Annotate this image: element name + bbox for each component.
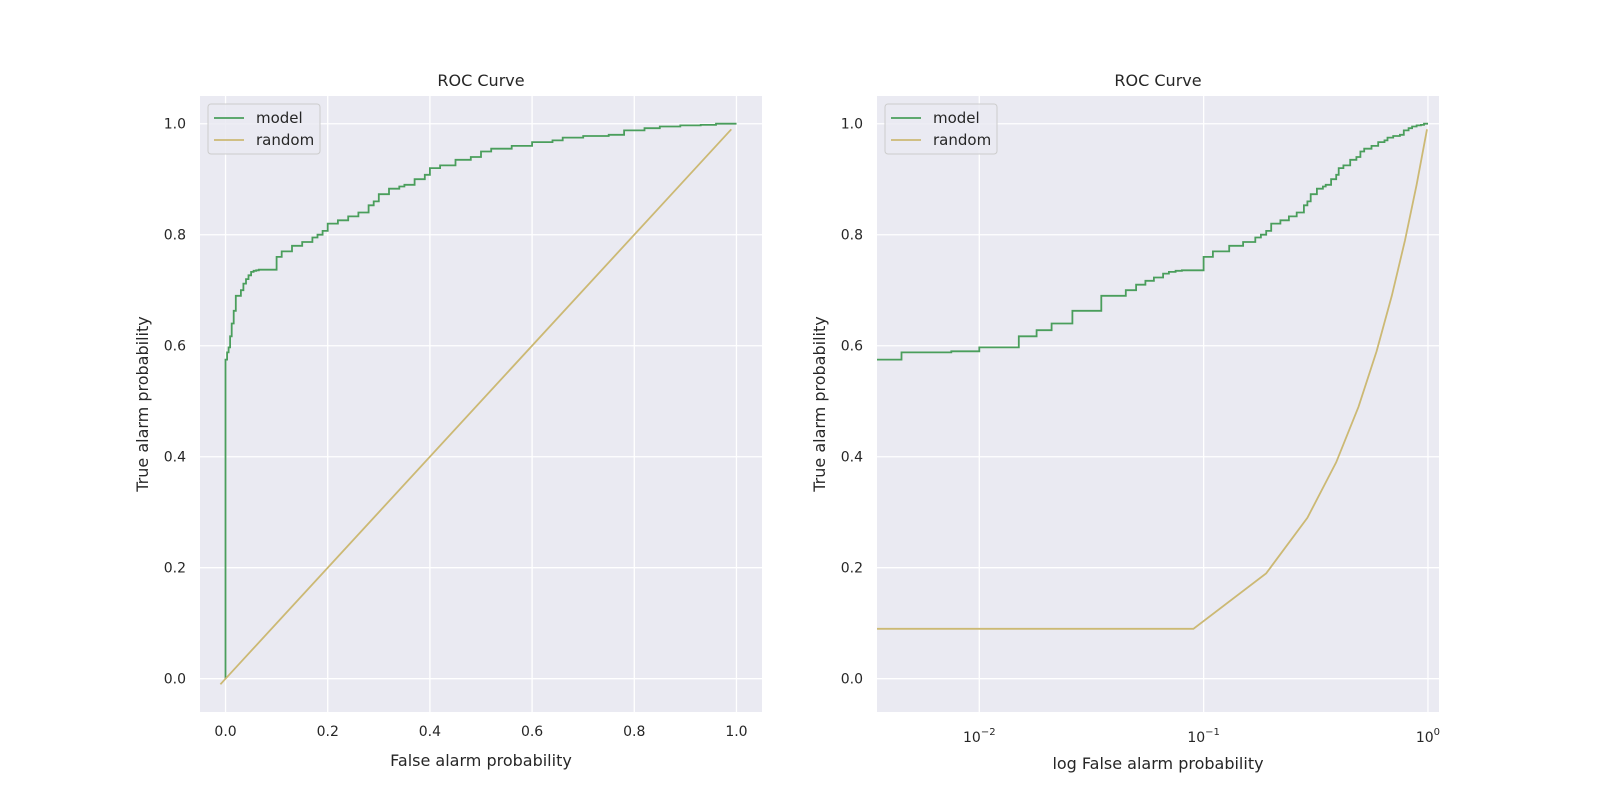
x-tick-label: 0.0: [214, 724, 236, 740]
series-line-random: [219, 128, 732, 685]
legend-box: [884, 103, 998, 155]
legend-label-random: random: [256, 131, 314, 149]
y-tick-label: 0.8: [164, 228, 186, 244]
y-tick-label: 0.0: [164, 672, 186, 688]
y-axis-label: True alarm probability: [133, 316, 152, 492]
chart-panel-2: 0.0 0.2 0.4 0.6 0.8 1.0 10−2 10−1 100 ROC Curve lo…: [810, 71, 1440, 773]
x-axis-label: False alarm probability: [390, 751, 572, 770]
y-tick-label: 1.0: [164, 117, 186, 133]
chart-title: ROC Curve: [1114, 71, 1201, 90]
x-tick-label: 0.6: [521, 724, 543, 740]
legend: model random: [884, 103, 998, 155]
x-tick-label: 100: [1416, 727, 1440, 746]
y-tick-label: 1.0: [841, 117, 863, 133]
legend-label-model: model: [256, 109, 303, 127]
series-line-model: [877, 122, 1428, 361]
series-line-model: [224, 122, 737, 679]
x-tick-label: 0.4: [419, 724, 441, 740]
y-tick-label: 0.0: [841, 672, 863, 688]
y-tick-label: 0.4: [164, 450, 186, 466]
x-axis-label: log False alarm probability: [1052, 754, 1263, 773]
y-tick-label: 0.2: [841, 561, 863, 577]
legend-label-random: random: [933, 131, 991, 149]
y-tick-label: 0.6: [164, 339, 186, 355]
x-tick-label: 1.0: [725, 724, 747, 740]
chart-panel-1: 0.0 0.2 0.4 0.6 0.8 1.0 0.0 0.2 0.4 0.6 0.8 1.0 ROC …: [133, 71, 762, 770]
y-tick-label: 0.8: [841, 228, 863, 244]
legend: model random: [207, 103, 321, 155]
y-tick-label: 0.6: [841, 339, 863, 355]
plot-area: [877, 96, 1439, 712]
legend-box: [207, 103, 321, 155]
legend-label-model: model: [933, 109, 980, 127]
x-tick-label: 10−2: [963, 727, 996, 746]
y-axis-label: True alarm probability: [810, 316, 829, 492]
chart-title: ROC Curve: [437, 71, 524, 90]
x-tick-label: 10−1: [1187, 727, 1220, 746]
y-tick-label: 0.2: [164, 561, 186, 577]
series-line-random: [877, 129, 1428, 630]
x-tick-label: 0.2: [317, 724, 339, 740]
x-tick-label: 0.8: [623, 724, 645, 740]
y-tick-label: 0.4: [841, 450, 863, 466]
